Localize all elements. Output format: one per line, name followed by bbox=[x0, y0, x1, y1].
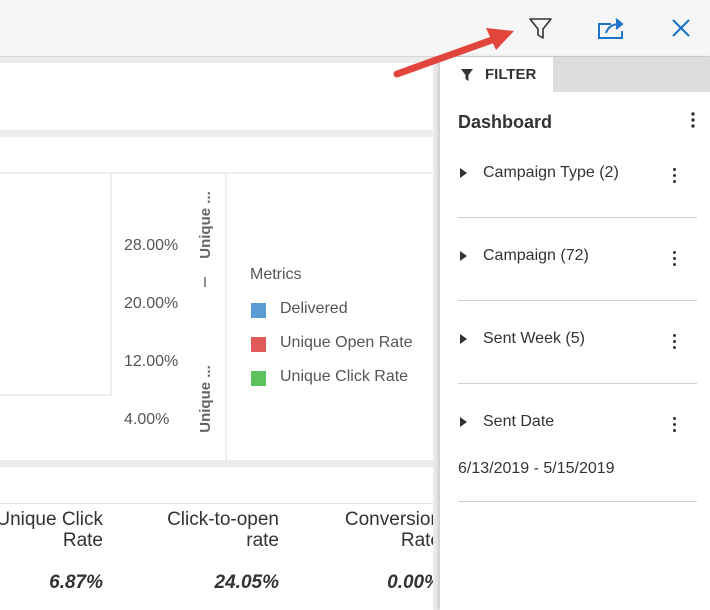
panel-title: Dashboard bbox=[458, 112, 553, 132]
kebab-dot bbox=[673, 334, 677, 338]
filter-button[interactable] bbox=[529, 18, 552, 39]
column-header[interactable]: Unique Click Rate bbox=[0, 509, 103, 551]
expand-arrow[interactable] bbox=[460, 417, 467, 427]
column-header[interactable]: Conversion Rate bbox=[344, 509, 433, 551]
legend-label[interactable]: Unique Click Rate bbox=[280, 368, 409, 385]
table-panel: Unique Click Rate 6.87% Click-to-open rate… bbox=[0, 467, 433, 610]
divider bbox=[458, 383, 697, 384]
y-tick-label: 20.00% bbox=[124, 295, 179, 312]
close-button[interactable] bbox=[672, 19, 690, 37]
legend-swatch bbox=[251, 303, 266, 318]
filter-label[interactable]: Sent Date bbox=[483, 413, 555, 430]
legend-label[interactable]: Unique Open Rate bbox=[280, 334, 413, 351]
kebab-dot bbox=[673, 257, 677, 261]
toolbar bbox=[0, 0, 710, 57]
filter-label[interactable]: Sent Week (5) bbox=[483, 330, 585, 347]
kebab-menu[interactable] bbox=[673, 417, 677, 433]
filter-panel: FILTER Dashboard Campaign Type (2) Campai… bbox=[440, 57, 710, 610]
divider bbox=[458, 300, 697, 301]
filter-label[interactable]: Campaign (72) bbox=[483, 247, 589, 264]
legend-swatch bbox=[251, 371, 266, 386]
dashboard-area: Unique ... Unique ... 28.00% 20.00% 12.00% 4… bbox=[0, 57, 433, 610]
kebab-dot bbox=[673, 429, 677, 433]
cell-value: 24.05% bbox=[214, 572, 279, 593]
filter-value: 6/13/2019 - 5/15/2019 bbox=[458, 460, 615, 477]
legend-label[interactable]: Delivered bbox=[280, 300, 348, 317]
expand-arrow[interactable] bbox=[460, 251, 467, 261]
kebab-dot bbox=[673, 423, 677, 427]
filter-tab[interactable]: FILTER bbox=[485, 66, 537, 83]
legend-swatch bbox=[251, 337, 266, 352]
kebab-dot bbox=[673, 251, 677, 255]
share-button[interactable] bbox=[598, 18, 624, 39]
divider bbox=[0, 503, 433, 504]
y-tick-label: 28.00% bbox=[124, 237, 179, 254]
kebab-dot bbox=[673, 340, 677, 344]
kebab-menu[interactable] bbox=[673, 334, 677, 350]
plot-area bbox=[0, 172, 112, 396]
kebab-dot bbox=[673, 180, 677, 184]
kebab-menu[interactable] bbox=[690, 111, 696, 129]
kebab-dot bbox=[673, 346, 677, 350]
cell-value: 0.00% bbox=[387, 572, 433, 593]
axis-titles: Unique ... Unique ... bbox=[197, 191, 214, 433]
divider bbox=[458, 501, 697, 502]
kebab-dot bbox=[673, 168, 677, 172]
column-header[interactable]: Click-to-open rate bbox=[167, 509, 279, 551]
toolbar-icons bbox=[393, 18, 690, 78]
chart-panel: Unique ... Unique ... 28.00% 20.00% 12.00% 4… bbox=[0, 137, 433, 460]
axis-title: Unique ... bbox=[197, 365, 214, 433]
filter-label[interactable]: Campaign Type (2) bbox=[483, 164, 619, 181]
y-tick-label: 4.00% bbox=[124, 411, 170, 428]
expand-arrow[interactable] bbox=[460, 334, 467, 344]
annotation-arrow bbox=[393, 28, 514, 78]
divider bbox=[458, 217, 697, 218]
y-tick-label: 12.00% bbox=[124, 353, 179, 370]
tab-bar bbox=[553, 57, 710, 92]
kebab-menu[interactable] bbox=[673, 251, 677, 267]
legend-title: Metrics bbox=[250, 266, 302, 283]
cell-value: 6.87% bbox=[49, 572, 103, 593]
panel bbox=[0, 63, 433, 130]
expand-arrow[interactable] bbox=[460, 168, 467, 178]
kebab-dot bbox=[673, 263, 677, 267]
axis-title: Unique ... bbox=[197, 191, 214, 259]
kebab-dot bbox=[673, 417, 677, 421]
kebab-dot bbox=[673, 174, 677, 178]
kebab-menu[interactable] bbox=[673, 168, 677, 184]
filter-tab-icon bbox=[461, 69, 473, 81]
chart-frame: Unique ... Unique ... bbox=[0, 172, 433, 460]
